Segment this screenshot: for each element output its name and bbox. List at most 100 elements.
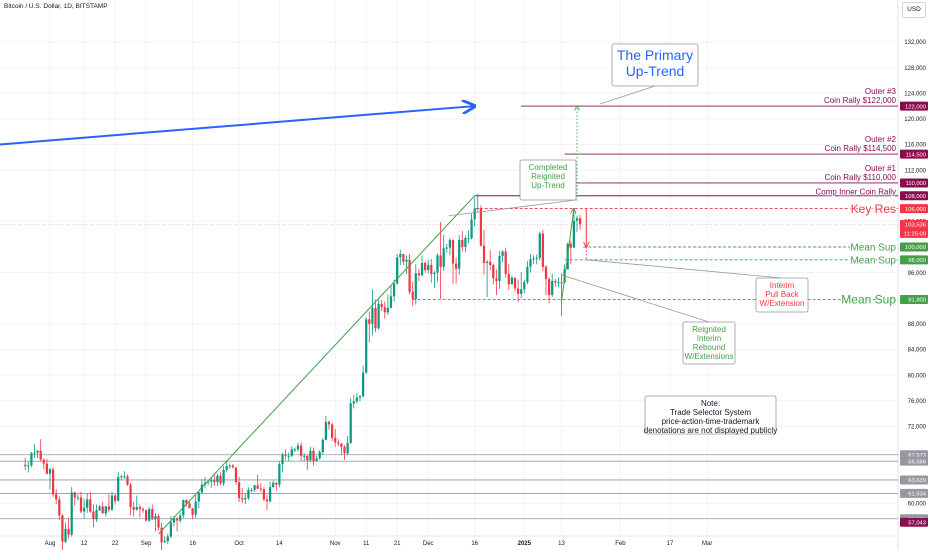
candle-body [526, 266, 529, 283]
candle-body [296, 445, 300, 450]
candle-body [58, 499, 61, 516]
candle-body [42, 459, 45, 464]
candle-body [110, 495, 114, 510]
candle-body [241, 498, 244, 500]
key-level-label-line: Outer #1 [865, 164, 897, 173]
price-tick-label: 80,000 [908, 373, 927, 379]
time-tick-label: Feb [615, 541, 626, 547]
candle-body [24, 464, 27, 467]
candle-body [346, 443, 349, 454]
candle-body [572, 220, 576, 248]
candle-body [194, 501, 197, 515]
completed-callout-text-line: Up-Trend [531, 181, 565, 190]
candle-body [247, 489, 250, 499]
time-tick-label: Aug [45, 541, 56, 547]
candle-body [98, 506, 101, 511]
key-level-tag-label: 122,000 [905, 104, 926, 110]
candle-body [278, 464, 281, 485]
candle-body [219, 475, 222, 484]
candle-body [554, 280, 557, 283]
candle-body [30, 453, 33, 466]
candle-body [402, 254, 405, 262]
candle-body [423, 263, 427, 271]
candle-body [482, 245, 486, 264]
candle-body [123, 476, 126, 478]
candle-body [516, 288, 520, 294]
candle-body [101, 506, 104, 514]
candle-body [197, 492, 200, 502]
gray-level-tag-box [900, 475, 928, 485]
time-tick-label: 16 [471, 541, 478, 547]
candle-body [414, 273, 417, 299]
time-tick-label: Mar [702, 541, 712, 547]
candle-body [340, 443, 343, 447]
candle-body [538, 233, 541, 258]
price-tick-label: 60,000 [908, 501, 927, 507]
candle-body [365, 319, 368, 373]
candle-body [396, 257, 399, 284]
time-tick-label: 2025 [518, 541, 532, 547]
candle-body [458, 239, 461, 269]
key-level-tag-label: 110,000 [905, 181, 926, 187]
completed-callout-text: Completed Reignited Up-Trend [529, 163, 568, 190]
price-tick-label: 72,000 [908, 425, 927, 431]
candle-body [135, 507, 138, 510]
candle-body [327, 421, 331, 425]
candle-body [265, 499, 269, 502]
candle-body [95, 510, 98, 520]
candle-body [352, 401, 355, 404]
candle-body [166, 536, 169, 542]
candle-body [337, 442, 340, 444]
candle-body [473, 208, 476, 220]
key-level-label: Mean Sup [850, 255, 896, 266]
candle-body [324, 421, 328, 440]
candle-body [185, 500, 188, 504]
candle-body [315, 458, 318, 461]
candle-body [523, 282, 526, 290]
time-tick-label: 13 [558, 541, 565, 547]
key-level-label: Outer #3 Coin Rally $122,000 [824, 87, 897, 105]
price-tick-label: 128,000 [904, 66, 926, 72]
completed-callout-box [519, 159, 577, 201]
gray-level-tag-label: 66,566 [908, 459, 926, 465]
key-level-tag-box [900, 149, 928, 159]
reignited-callout-pointer [561, 274, 710, 323]
candle-body [299, 445, 303, 456]
candle-body [86, 499, 89, 508]
candle-body [120, 476, 123, 478]
candle-body [575, 218, 579, 221]
candle-body [467, 238, 470, 240]
candle-body [148, 509, 151, 521]
candle-body [129, 484, 132, 508]
time-tick-label: Sep [141, 541, 152, 547]
price-tick-label: 76,000 [908, 399, 927, 405]
key-level-tag-box [900, 191, 928, 201]
currency-button[interactable]: USD [902, 2, 926, 18]
time-axis[interactable]: Aug 12 22 Sep 16 Oct 14 Nov 11 21 Dec 16 2025 13 Feb 17… [45, 0, 713, 547]
candle-body [213, 480, 216, 483]
candle-body [507, 273, 510, 285]
candle-body [442, 248, 445, 267]
candle-body [306, 455, 309, 461]
key-level-tag-box [900, 204, 928, 214]
candle-body [541, 233, 545, 267]
candle-body [169, 522, 173, 537]
primary-callout-pointer [599, 85, 656, 105]
candle-body [61, 515, 64, 542]
candle-body [371, 307, 374, 324]
reignited-callout-text: Reignited Interim Rebound W/Extensions [685, 325, 734, 361]
candle-body [334, 437, 337, 443]
candle-body [73, 492, 76, 498]
candle-body [330, 424, 334, 438]
candle-body [560, 282, 563, 284]
candle-body [358, 396, 362, 398]
candle-body [445, 247, 448, 249]
price-tick-label: 88,000 [908, 322, 927, 328]
candle-body [225, 466, 228, 470]
candle-body [113, 495, 117, 501]
candle-body [126, 476, 129, 485]
candle-body [420, 263, 424, 276]
